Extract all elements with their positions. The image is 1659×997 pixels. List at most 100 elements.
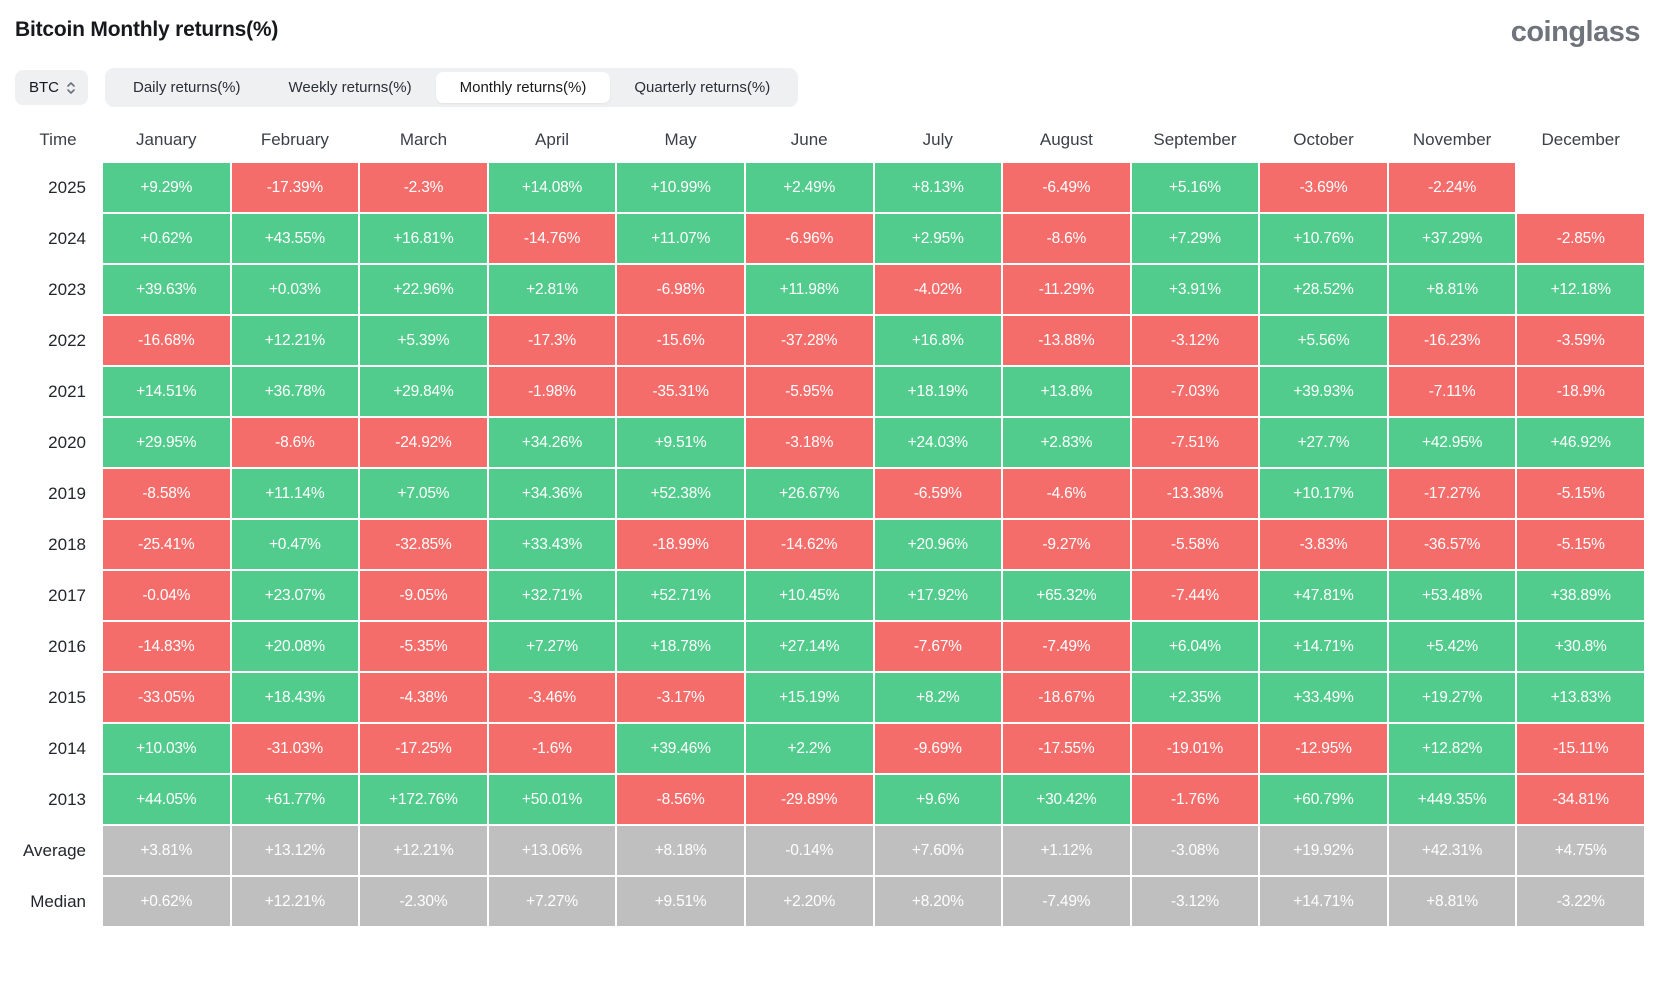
cell-2017-april: +32.71%	[488, 571, 616, 620]
cell-median-may: +9.51%	[617, 877, 744, 926]
cell-2014-february: -31.03%	[231, 724, 359, 773]
cell-average-june: -0.14%	[745, 826, 873, 875]
cell-2019-december: -5.15%	[1517, 469, 1644, 518]
cell-2020-january: +29.95%	[103, 418, 230, 467]
cell-2025-december	[1517, 163, 1644, 212]
cell-2021-november: -7.11%	[1388, 367, 1516, 416]
cell-2024-january: +0.62%	[103, 214, 230, 263]
cell-2019-march: +7.05%	[360, 469, 487, 518]
row-label-average: Average	[22, 840, 86, 860]
cell-2016-september: +6.04%	[1131, 622, 1259, 671]
cell-2016-august: -7.49%	[1003, 622, 1130, 671]
row-label-2021: 2021	[48, 381, 86, 401]
cell-2020-february: -8.6%	[231, 418, 359, 467]
cell-2024-february: +43.55%	[231, 214, 359, 263]
cell-average-april: +13.06%	[488, 826, 616, 875]
cell-2014-october: -12.95%	[1260, 724, 1387, 773]
cell-2020-december: +46.92%	[1517, 418, 1644, 467]
cell-2015-march: -4.38%	[360, 673, 487, 722]
cell-2017-may: +52.71%	[617, 571, 744, 620]
cell-2015-december: +13.83%	[1517, 673, 1644, 722]
cell-2017-august: +65.32%	[1003, 571, 1130, 620]
cell-2023-december: +12.18%	[1517, 265, 1644, 314]
cell-2024-october: +10.76%	[1260, 214, 1387, 263]
cell-2023-august: -11.29%	[1003, 265, 1130, 314]
cell-2013-january: +44.05%	[103, 775, 230, 824]
coinglass-logo: coinglass	[1510, 16, 1641, 48]
cell-2014-september: -19.01%	[1131, 724, 1259, 773]
cell-2013-august: +30.42%	[1003, 775, 1130, 824]
cell-median-august: -7.49%	[1003, 877, 1130, 926]
page: Bitcoin Monthly returns(%) coinglass BTC…	[15, 16, 1644, 926]
tab-weekly-returns[interactable]: Weekly returns(%)	[265, 72, 436, 103]
cell-2014-july: -9.69%	[874, 724, 1002, 773]
cell-2013-september: -1.76%	[1131, 775, 1259, 824]
row-label-2024: 2024	[48, 228, 86, 248]
cell-2016-march: -5.35%	[360, 622, 487, 671]
cell-2019-july: -6.59%	[874, 469, 1002, 518]
cell-2022-march: +5.39%	[360, 316, 487, 365]
cell-median-january: +0.62%	[103, 877, 230, 926]
row-label-2013: 2013	[48, 789, 86, 809]
cell-2017-january: -0.04%	[103, 571, 230, 620]
cell-2020-october: +27.7%	[1260, 418, 1387, 467]
tab-monthly-returns[interactable]: Monthly returns(%)	[435, 72, 611, 103]
cell-median-october: +14.71%	[1260, 877, 1387, 926]
tab-daily-returns[interactable]: Daily returns(%)	[109, 72, 265, 103]
cell-median-april: +7.27%	[488, 877, 616, 926]
cell-2024-august: -8.6%	[1003, 214, 1130, 263]
row-label-2023: 2023	[48, 279, 86, 299]
cell-2023-january: +39.63%	[103, 265, 230, 314]
cell-2018-april: +33.43%	[488, 520, 616, 569]
cell-average-may: +8.18%	[617, 826, 744, 875]
cell-2022-september: -3.12%	[1131, 316, 1259, 365]
cell-2014-august: -17.55%	[1003, 724, 1130, 773]
cell-2018-july: +20.96%	[874, 520, 1002, 569]
monthly-returns-table: Time January February March April May June July…	[15, 119, 1644, 926]
cell-2025-march: -2.3%	[360, 163, 487, 212]
cell-2015-july: +8.2%	[874, 673, 1002, 722]
cell-2019-january: -8.58%	[103, 469, 230, 518]
cell-2015-october: +33.49%	[1260, 673, 1387, 722]
cell-2025-october: -3.69%	[1260, 163, 1387, 212]
cell-average-november: +42.31%	[1388, 826, 1516, 875]
cell-2022-may: -15.6%	[617, 316, 744, 365]
toolbar: BTC Daily returns(%) Weekly returns(%) Mon…	[15, 68, 1644, 107]
cell-average-august: +1.12%	[1003, 826, 1130, 875]
cell-average-october: +19.92%	[1260, 826, 1387, 875]
cell-2025-may: +10.99%	[617, 163, 744, 212]
cell-2024-march: +16.81%	[360, 214, 487, 263]
row-label-2015: 2015	[48, 687, 86, 707]
cell-2023-june: +11.98%	[745, 265, 873, 314]
column-header-december: December	[1541, 130, 1620, 149]
cell-2015-february: +18.43%	[231, 673, 359, 722]
cell-2024-september: +7.29%	[1131, 214, 1259, 263]
coin-selector[interactable]: BTC	[15, 70, 88, 105]
cell-2021-august: +13.8%	[1003, 367, 1130, 416]
cell-2019-may: +52.38%	[617, 469, 744, 518]
tab-quarterly-returns[interactable]: Quarterly returns(%)	[610, 72, 794, 103]
row-label-2016: 2016	[48, 636, 86, 656]
column-header-february: February	[260, 130, 329, 149]
cell-2020-august: +2.83%	[1003, 418, 1130, 467]
cell-2018-may: -18.99%	[617, 520, 744, 569]
cell-2017-october: +47.81%	[1260, 571, 1387, 620]
coin-selector-value: BTC	[29, 79, 59, 96]
cell-2017-december: +38.89%	[1517, 571, 1644, 620]
cell-2013-july: +9.6%	[874, 775, 1002, 824]
cell-2019-november: -17.27%	[1388, 469, 1516, 518]
cell-2023-may: -6.98%	[617, 265, 744, 314]
column-header-november: November	[1412, 130, 1492, 149]
cell-2018-march: -32.85%	[360, 520, 487, 569]
cell-2022-february: +12.21%	[231, 316, 359, 365]
cell-2023-september: +3.91%	[1131, 265, 1259, 314]
cell-2015-april: -3.46%	[488, 673, 616, 722]
cell-2022-october: +5.56%	[1260, 316, 1387, 365]
cell-2016-february: +20.08%	[231, 622, 359, 671]
cell-2020-march: -24.92%	[360, 418, 487, 467]
cell-2023-november: +8.81%	[1388, 265, 1516, 314]
cell-2020-september: -7.51%	[1131, 418, 1259, 467]
cell-2020-june: -3.18%	[745, 418, 873, 467]
cell-median-december: -3.22%	[1517, 877, 1644, 926]
cell-2020-july: +24.03%	[874, 418, 1002, 467]
